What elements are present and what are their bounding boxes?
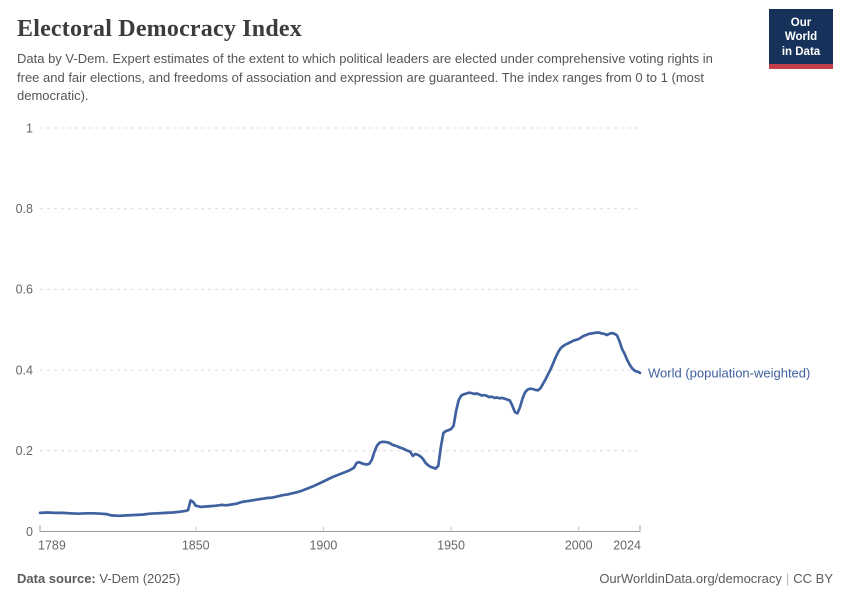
y-tick-label: 1: [26, 121, 33, 135]
chart-subtitle: Data by V-Dem. Expert estimates of the e…: [17, 51, 713, 104]
chart-canvas[interactable]: 0 0.2 0.4 0.6 0.8 1 1789 1850 1900 1950 2000 2024 Wo…: [0, 112, 850, 556]
footer-separator: |: [785, 570, 790, 586]
page-title: Electoral Democracy Index: [17, 16, 302, 42]
series-line-world[interactable]: [38, 331, 642, 518]
y-tick-label: 0.6: [16, 283, 33, 297]
data-source-label: Data source:: [17, 570, 96, 586]
owid-logo[interactable]: Our World in Data: [769, 9, 833, 70]
y-tick-label: 0: [26, 525, 33, 539]
y-tick-label: 0.2: [16, 444, 33, 458]
license-link[interactable]: CC BY: [793, 570, 833, 586]
chart-plot-area[interactable]: 0 0.2 0.4 0.6 0.8 1 1789 1850 1900 1950 2000 2024 Wo…: [0, 112, 850, 556]
y-tick-label: 0.8: [16, 202, 33, 216]
footer-right: OurWorldinData.org/democracy | CC BY: [599, 571, 833, 586]
owid-logo-line2: in Data: [781, 45, 821, 58]
x-tick-label: 1950: [437, 539, 465, 553]
chart-header: Electoral Democracy Index Data by V-Dem.…: [0, 0, 850, 106]
y-tick-label: 0.4: [16, 363, 33, 377]
x-tick-label: 1789: [38, 539, 66, 553]
series-label-world[interactable]: World (population-weighted): [648, 365, 810, 380]
chart-footer: Data source: V-Dem (2025) OurWorldinData…: [0, 556, 850, 600]
x-tick-label: 2024: [613, 539, 641, 553]
owid-url-link[interactable]: OurWorldinData.org/democracy: [599, 570, 782, 586]
x-tick-label: 2000: [565, 539, 593, 553]
x-tick-label: 1850: [182, 539, 210, 553]
data-source-note: Data source: V-Dem (2025): [17, 571, 180, 586]
x-tick-label: 1900: [309, 539, 337, 553]
data-source-value: V-Dem (2025): [99, 570, 181, 586]
owid-logo-line1: Our World: [784, 17, 818, 44]
